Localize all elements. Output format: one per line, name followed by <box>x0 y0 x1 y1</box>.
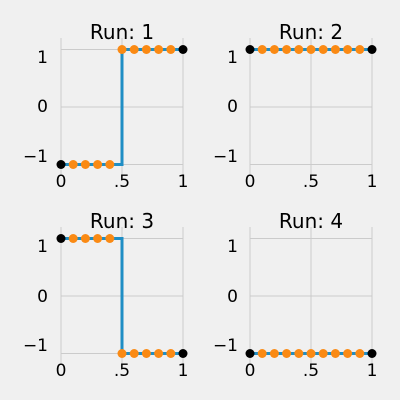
sample-point <box>306 45 316 54</box>
sample-point <box>105 160 115 169</box>
endpoint-marker <box>367 45 377 54</box>
sample-point <box>318 349 328 358</box>
x-tick-label: 0 <box>245 361 256 381</box>
endpoint-marker <box>178 45 188 54</box>
x-tick-label: .5 <box>303 172 319 192</box>
y-tick-label: 1 <box>37 237 48 257</box>
y-tick-label: 0 <box>227 287 238 307</box>
sample-point <box>154 349 164 358</box>
y-tick-label: 1 <box>227 48 238 68</box>
sample-point <box>68 234 78 243</box>
sample-point <box>80 160 90 169</box>
sample-point <box>166 45 176 54</box>
sample-point <box>93 160 103 169</box>
panel-marks <box>56 234 188 358</box>
y-tick-label: −1 <box>23 147 48 167</box>
sample-point <box>294 349 304 358</box>
panel-grid <box>249 227 373 365</box>
y-tick-label: 1 <box>227 237 238 257</box>
sample-point <box>68 160 78 169</box>
endpoint-marker <box>245 45 255 54</box>
sample-point <box>343 45 353 54</box>
endpoint-marker <box>56 234 66 243</box>
sample-point <box>117 45 127 54</box>
x-tick-label: .5 <box>114 172 130 192</box>
sample-point <box>294 45 304 54</box>
y-tick-label: −1 <box>23 336 48 356</box>
x-tick-label: 1 <box>178 361 189 381</box>
endpoint-marker <box>367 349 377 358</box>
y-tick-label: 0 <box>37 287 48 307</box>
x-tick-label: .5 <box>114 361 130 381</box>
sample-point <box>355 45 365 54</box>
sample-point <box>154 45 164 54</box>
sample-point <box>129 349 139 358</box>
panel-run-1: Run: 1 0 .5 1 1 0 −1 <box>23 20 188 192</box>
panel-run-4: Run: 4 0 .5 1 1 0 −1 <box>213 209 377 381</box>
endpoint-marker <box>245 349 255 358</box>
x-tick-label: 1 <box>367 361 378 381</box>
y-tick-label: 0 <box>37 97 48 117</box>
sample-point <box>269 349 279 358</box>
sample-point <box>343 349 353 358</box>
sample-point <box>257 349 267 358</box>
sample-point <box>141 45 151 54</box>
sample-point <box>141 349 151 358</box>
y-tick-label: −1 <box>213 147 238 167</box>
panel-run-2: Run: 2 0 .5 1 1 0 −1 <box>213 20 377 192</box>
x-tick-label: 0 <box>245 172 256 192</box>
sample-point <box>166 349 176 358</box>
sample-point <box>117 349 127 358</box>
panel-marks <box>245 45 377 54</box>
sample-point <box>269 45 279 54</box>
panel-marks <box>56 45 188 169</box>
panel-marks <box>245 349 377 358</box>
sample-point <box>80 234 90 243</box>
sample-point <box>282 45 292 54</box>
endpoint-marker <box>178 349 188 358</box>
sample-point <box>330 349 340 358</box>
panel-run-3: Run: 3 0 .5 1 1 0 −1 <box>23 209 188 381</box>
x-tick-label: 1 <box>367 172 378 192</box>
sample-point <box>282 349 292 358</box>
y-tick-label: −1 <box>213 336 238 356</box>
series-line <box>61 48 183 166</box>
x-tick-label: 0 <box>56 172 67 192</box>
sample-point <box>93 234 103 243</box>
x-tick-label: 1 <box>178 172 189 192</box>
sample-point <box>318 45 328 54</box>
y-tick-label: 1 <box>37 48 48 68</box>
series-line <box>61 237 183 355</box>
x-tick-label: 0 <box>56 361 67 381</box>
panel-grid <box>249 38 373 176</box>
y-tick-label: 0 <box>227 97 238 117</box>
endpoint-marker <box>56 160 66 169</box>
sample-point <box>330 45 340 54</box>
sample-point <box>257 45 267 54</box>
sample-point <box>306 349 316 358</box>
x-tick-label: .5 <box>303 361 319 381</box>
sample-point <box>129 45 139 54</box>
sample-point <box>355 349 365 358</box>
sample-point <box>105 234 115 243</box>
